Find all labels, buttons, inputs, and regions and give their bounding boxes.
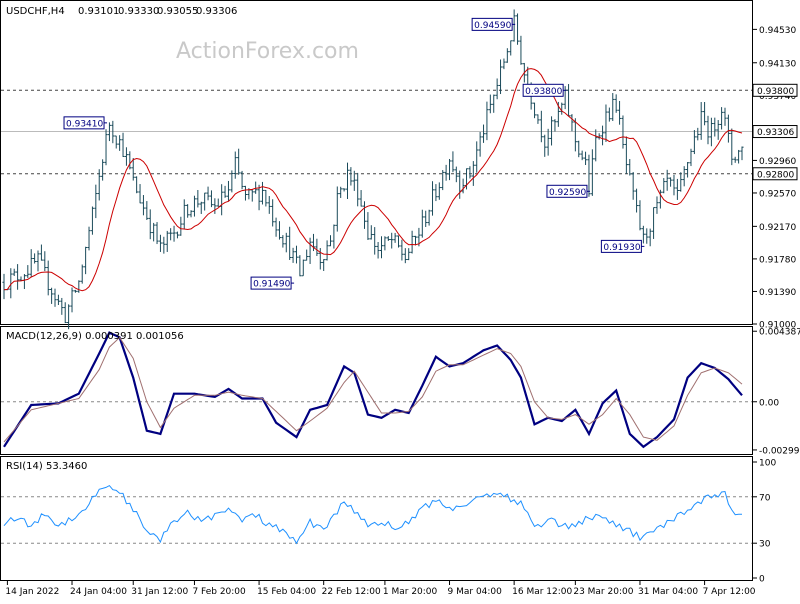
level-tag-box: [752, 167, 798, 181]
macd-signal-line: [3, 336, 743, 443]
price-axis-tick-label: 0.92170: [759, 223, 796, 233]
x-axis-tick-label: 24 Jan 04:00: [70, 587, 127, 597]
macd-panel-frame: [0, 326, 753, 455]
price-header-low: 0.93055: [157, 6, 198, 17]
price-axis-tick-label: 0.93740: [759, 92, 796, 102]
price-axis-tick-label: 0.91780: [759, 255, 796, 265]
x-axis-tick-label: 22 Feb 12:00: [322, 587, 381, 597]
price-axis-tick-label: 0.94130: [759, 59, 796, 69]
level-tag-label: 0.93800: [757, 87, 794, 97]
x-axis-tick-label: 16 Mar 12:00: [512, 587, 572, 597]
x-axis-tick-label: 7 Feb 20:00: [192, 587, 246, 597]
peak-label-text: 0.91930: [603, 243, 640, 253]
rsi-axis-tick-label: 70: [759, 493, 771, 503]
macd-axis-tick-label: -0.002997: [759, 446, 800, 456]
price-axis-tick-label: 0.91000: [759, 321, 796, 331]
macd-axis-tick-label: 0.00: [759, 398, 779, 408]
price-header-high: 0.93330: [118, 6, 159, 17]
macd-header: MACD(12,26,9) 0.000391 0.001056: [6, 331, 184, 342]
peak-label-text: 0.93800: [525, 87, 562, 97]
x-axis-tick-label: 31 Mar 04:00: [638, 587, 698, 597]
moving-average-line: [3, 68, 743, 292]
x-axis-tick-label: 7 Apr 12:00: [703, 587, 756, 597]
macd-axis-tick-label: 0.004387: [759, 328, 800, 338]
x-axis-tick-label: 23 Mar 20:00: [573, 587, 633, 597]
x-axis-tick-label: 15 Feb 04:00: [257, 587, 316, 597]
level-tag-box: [752, 125, 798, 139]
level-tag-label: 0.92800: [757, 170, 794, 180]
x-axis-tick-label: 14 Jan 2022: [5, 587, 59, 597]
peak-label-text: 0.92590: [549, 188, 586, 198]
rsi-axis-tick-label: 100: [759, 459, 776, 469]
peak-label-text: 0.91490: [253, 280, 290, 290]
price-axis-tick-label: 0.94530: [759, 26, 796, 36]
rsi-axis-tick-label: 0: [759, 575, 765, 585]
price-axis-tick-label: 0.92960: [759, 157, 796, 167]
peak-label-text: 0.93410: [66, 119, 103, 129]
level-tag-box: [752, 83, 798, 97]
rsi-axis-tick-label: 30: [759, 540, 771, 550]
level-tag-label: 0.93306: [757, 128, 794, 138]
x-axis-tick-label: 1 Mar 20:00: [383, 587, 438, 597]
price-panel-frame: [0, 0, 753, 325]
watermark: ActionForex.com: [176, 39, 359, 64]
macd-line: [3, 331, 743, 449]
series-layer: [2, 9, 744, 545]
price-header-open: 0.93101: [78, 6, 119, 17]
rsi-header: RSI(14) 53.3460: [6, 461, 87, 472]
overlay-layer: 0.93800 0.92800 0.93306 0.93410 0.94590 0.938…: [63, 17, 798, 290]
rsi-panel-frame: [0, 456, 753, 581]
x-axis-tick-label: 31 Jan 12:00: [131, 587, 188, 597]
price-header-symbol: USDCHF,H4: [6, 6, 65, 17]
price-axis-tick-label: 0.91390: [759, 288, 796, 298]
grid-layer: 0.94530 0.94130 0.93740 0.92960 0.92570 0.921…: [1, 26, 800, 597]
price-header-close: 0.93306: [196, 6, 237, 17]
peak-label-text: 0.94590: [474, 21, 511, 31]
price-axis-tick-label: 0.92570: [759, 189, 796, 199]
rsi-line: [3, 484, 742, 545]
x-axis-tick-label: 9 Mar 04:00: [448, 587, 503, 597]
